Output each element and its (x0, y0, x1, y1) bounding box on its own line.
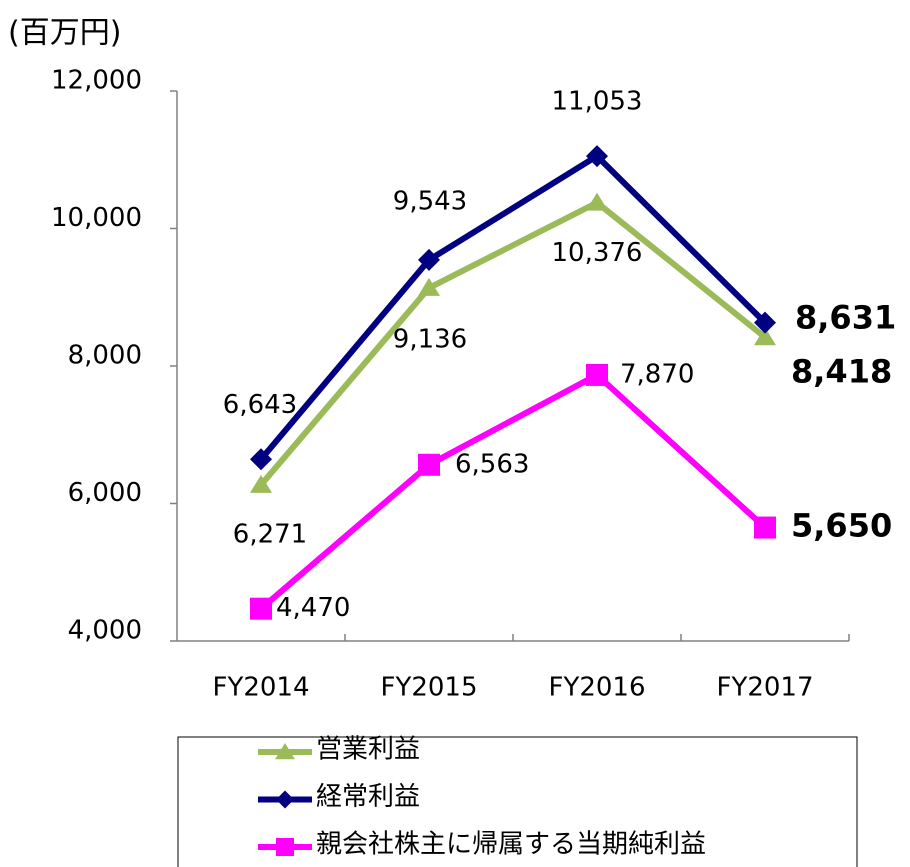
data-label: 6,271 (233, 519, 307, 549)
data-label: 5,650 (791, 507, 892, 545)
data-label: 9,136 (393, 324, 467, 354)
data-label: 6,563 (455, 449, 529, 479)
legend-marker (275, 743, 295, 760)
x-tick-label: FY2016 (548, 673, 645, 703)
legend-label: 営業利益 (316, 735, 420, 765)
series-line (258, 153, 768, 462)
y-tick-label: 6,000 (68, 478, 142, 508)
legend-label: 経常利益 (316, 782, 420, 812)
data-point (418, 453, 440, 476)
y-axis-label: (百万円) (8, 16, 121, 51)
data-label: 9,543 (393, 186, 467, 216)
data-point (586, 192, 608, 211)
y-tick-label: 4,000 (68, 616, 142, 646)
data-point (754, 311, 776, 334)
data-label: 4,470 (276, 593, 350, 623)
data-point (754, 516, 776, 539)
data-label: 10,376 (552, 238, 643, 268)
legend-marker (276, 790, 294, 809)
y-tick-label: 12,000 (51, 66, 142, 96)
data-label: 7,870 (620, 359, 694, 389)
data-label: 11,053 (552, 87, 643, 117)
data-point (586, 145, 608, 168)
legend-marker (276, 838, 294, 856)
x-tick-label: FY2014 (212, 673, 309, 703)
data-label: 8,631 (795, 299, 896, 337)
data-label: 8,418 (791, 352, 892, 390)
data-point (418, 248, 440, 271)
data-point (250, 448, 272, 471)
data-point (250, 597, 272, 620)
data-label: 6,643 (223, 390, 297, 420)
data-point (250, 474, 272, 493)
data-point (754, 327, 776, 346)
series-line (259, 371, 768, 611)
data-point (418, 277, 440, 296)
x-tick-label: FY2017 (716, 673, 813, 703)
x-tick-label: FY2015 (380, 673, 477, 703)
data-point (586, 363, 608, 386)
series-line (258, 199, 767, 487)
y-tick-label: 10,000 (51, 203, 142, 233)
legend-label: 親会社株主に帰属する当期純利益 (316, 830, 706, 860)
y-tick-label: 8,000 (68, 341, 142, 371)
